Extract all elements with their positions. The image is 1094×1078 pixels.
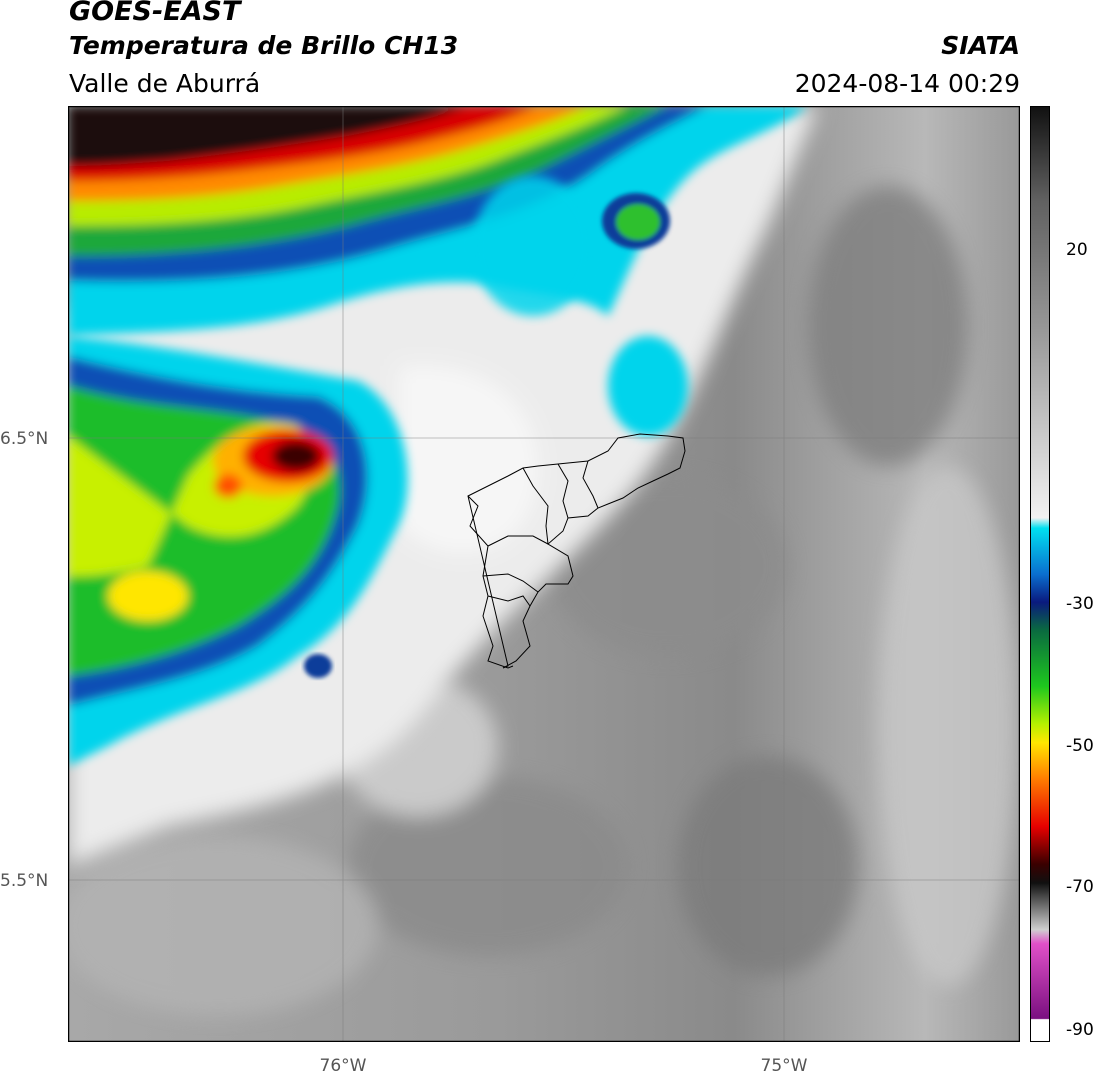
lat-tick-5-5: 5.5°N [0,871,49,891]
satellite-title: GOES-EAST [69,0,241,27]
product-title: Temperatura de Brillo CH13 [69,31,459,60]
colorbar-tick-minus50: -50 [1066,736,1094,756]
gridlines [68,106,1020,1042]
cyan-patch [608,336,688,436]
region-subtitle: Valle de Aburrá [69,69,261,98]
colorbar-tick-minus30: -30 [1066,594,1094,614]
colorbar-tick-minus70: -70 [1066,877,1094,897]
lon-tick-76w: 76°W [319,1056,367,1076]
colorbar [1030,106,1050,1042]
lat-tick-6-5: 6.5°N [0,429,49,449]
lon-tick-75w: 75°W [760,1056,808,1076]
colorbar-tick-20: 20 [1066,240,1088,260]
colorbar-gradient [1030,106,1050,1042]
map-border [68,106,1020,1042]
organization-label: SIATA [941,31,1020,60]
timestamp-label: 2024-08-14 00:29 [794,69,1020,98]
small-blue-dot [304,654,332,678]
colorbar-border [1030,106,1050,1042]
valle-aburra-boundary [467,433,686,669]
colorbar-tick-minus90: -90 [1066,1020,1094,1040]
satellite-map [68,106,1020,1042]
storm-cell-west [68,336,408,766]
cyan-patch-small [473,176,593,316]
small-convective-cell [602,193,670,249]
cold-cloud-north [68,106,808,336]
